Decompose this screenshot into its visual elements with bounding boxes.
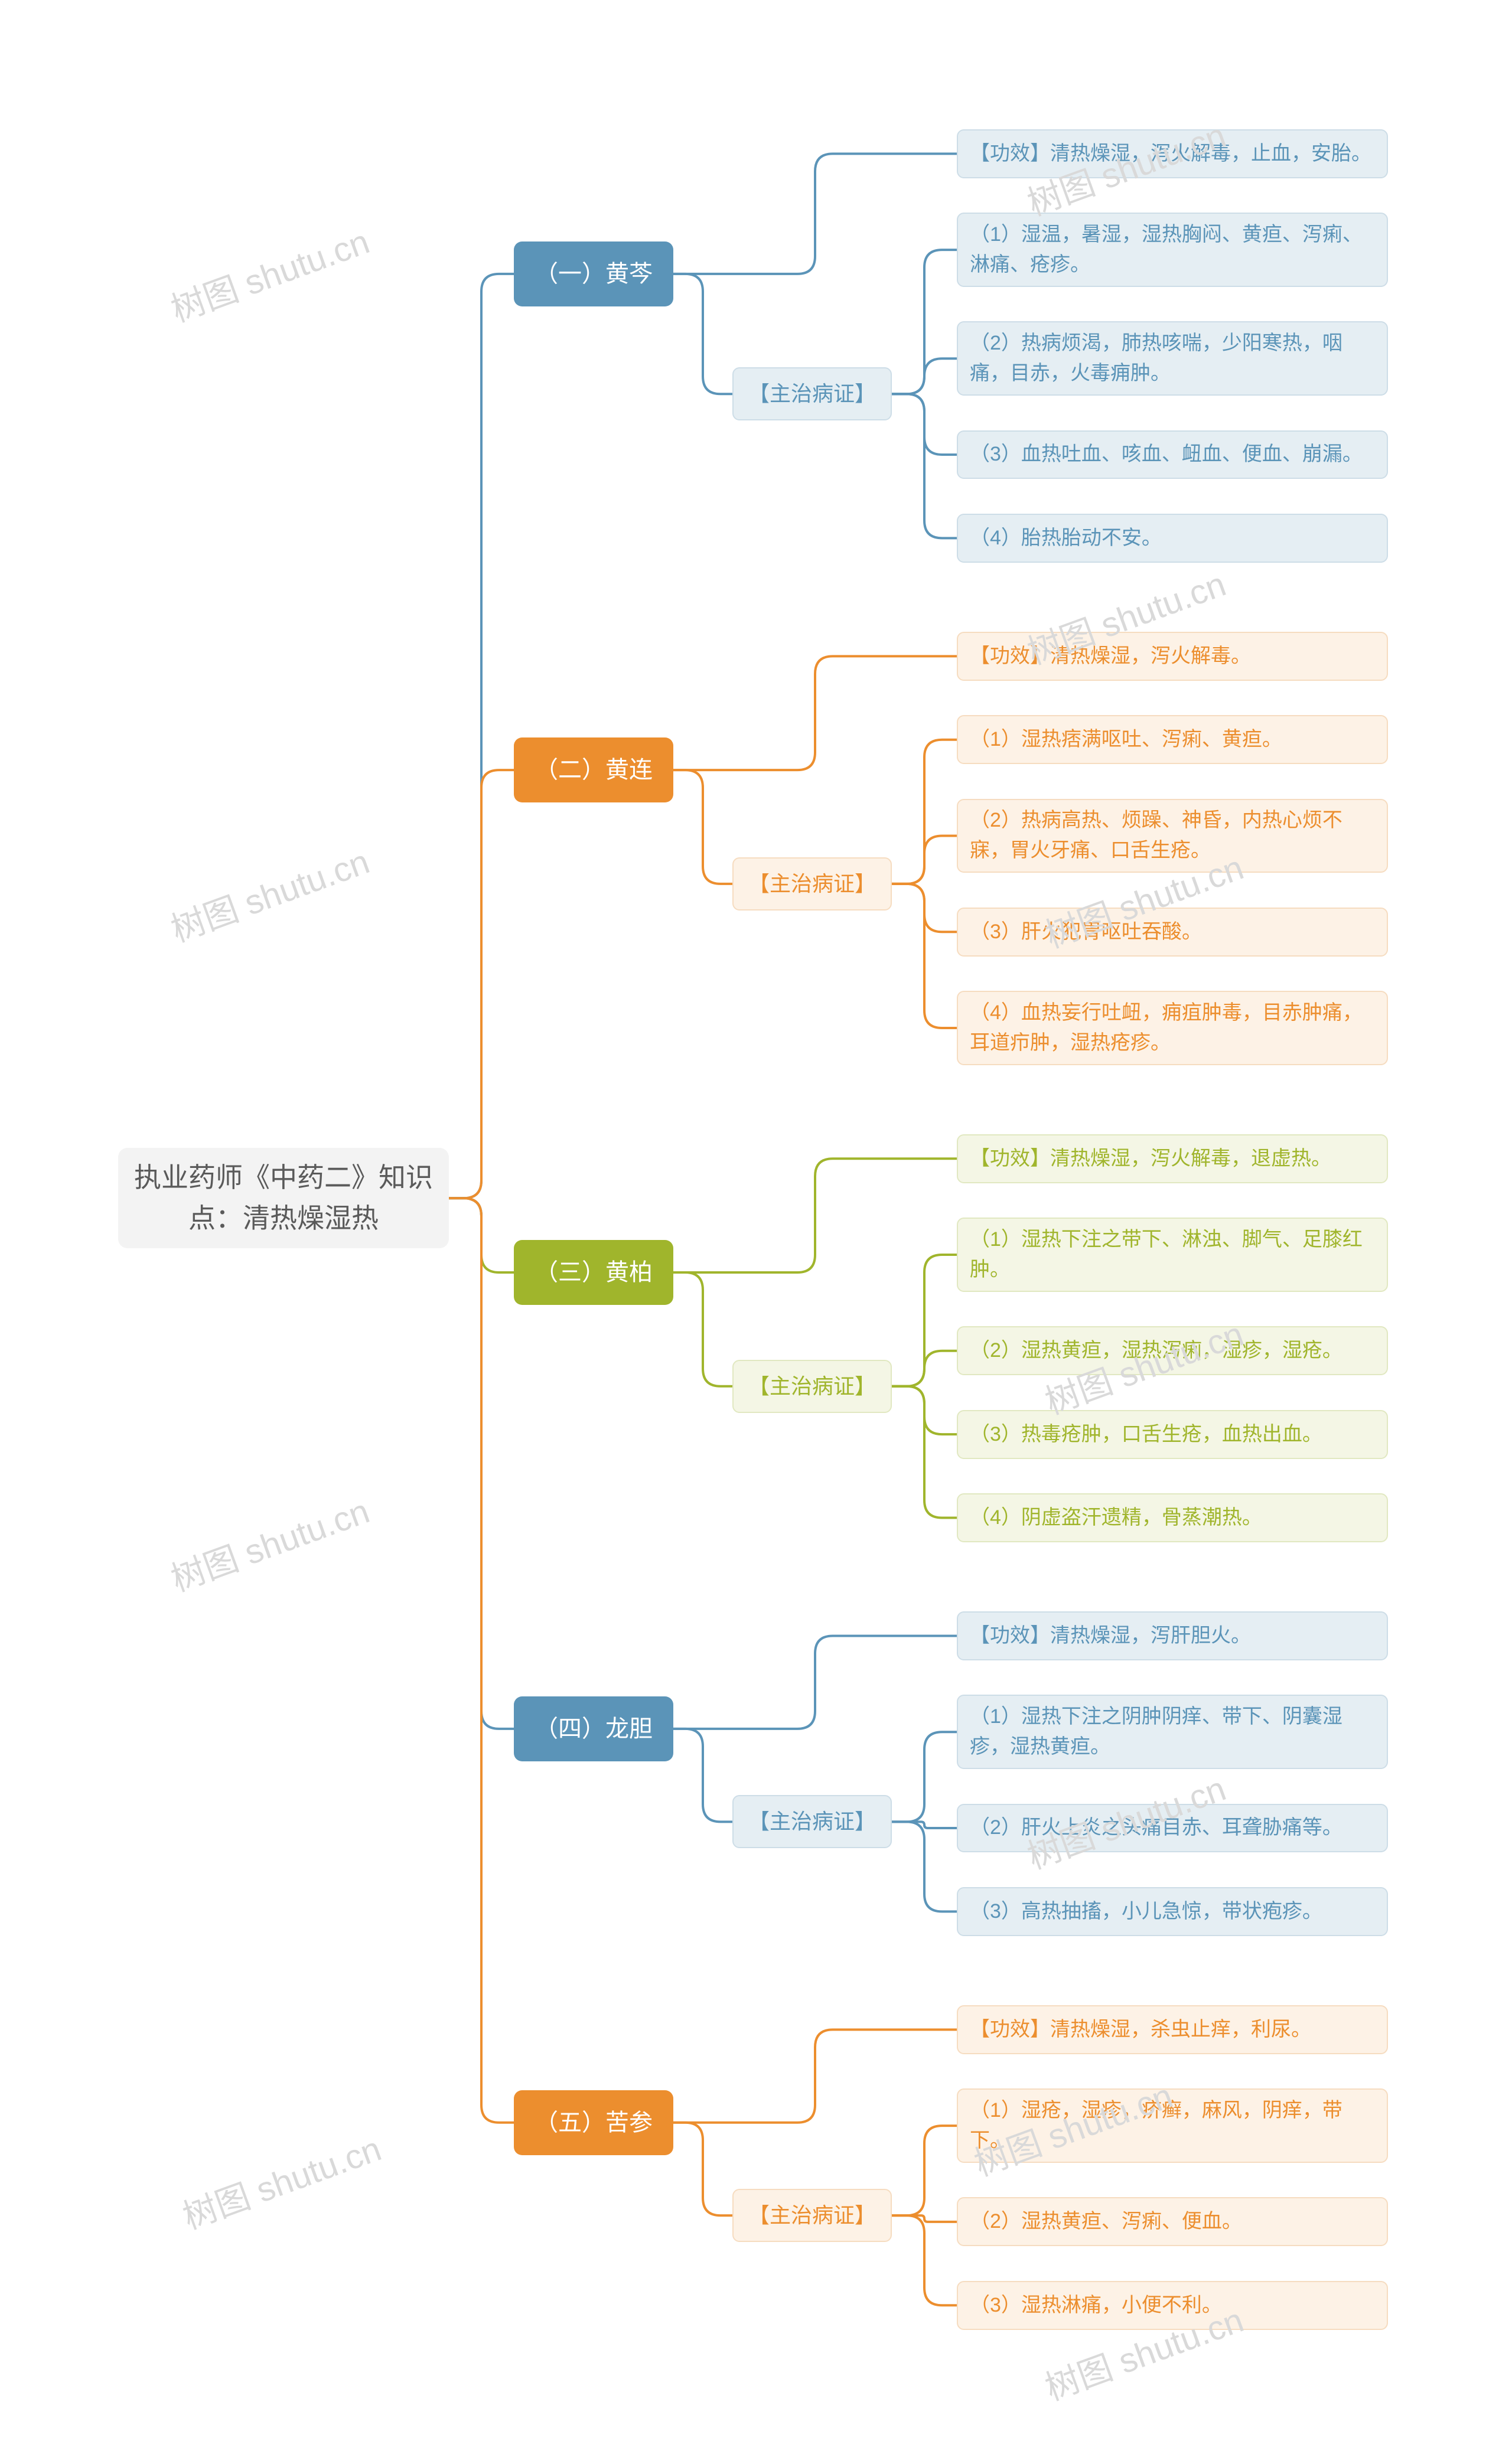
label-node-0-1: 【主治病证】 xyxy=(732,367,892,420)
label-node-3-1: 【主治病证】 xyxy=(732,1795,892,1848)
connector xyxy=(673,656,957,770)
connector xyxy=(892,2215,957,2305)
connector xyxy=(673,274,732,394)
connector xyxy=(673,770,732,884)
leaf-node-0-1-0: （1）湿温，暑湿，湿热胸闷、黄疸、泻痢、淋痛、疮疹。 xyxy=(957,213,1388,287)
branch-node-4: （五）苦参 xyxy=(514,2090,673,2155)
connector xyxy=(673,2029,957,2122)
leaf-node-0-1-1: （2）热病烦渴，肺热咳喘，少阳寒热，咽痛，目赤，火毒痈肿。 xyxy=(957,321,1388,396)
leaf-node-2-1-2: （3）热毒疮肿，口舌生疮，血热出血。 xyxy=(957,1410,1388,1459)
mindmap-canvas: 执业药师《中药二》知识点：清热燥湿热 （一）黄芩 【功效】清热燥湿，泻火解毒，止血，… xyxy=(0,0,1512,2464)
connector xyxy=(892,1822,957,1911)
connector xyxy=(449,1198,514,2122)
leaf-node-4-1-2: （3）湿热淋痛，小便不利。 xyxy=(957,2281,1388,2330)
branch-node-3: （四）龙胆 xyxy=(514,1696,673,1761)
branch-node-0: （一）黄芩 xyxy=(514,241,673,306)
connector xyxy=(673,1729,732,1822)
leaf-node-2-1-1: （2）湿热黄疸，湿热泻痢，湿疹，湿疮。 xyxy=(957,1326,1388,1375)
connector xyxy=(673,2123,732,2215)
connector xyxy=(892,1732,957,1822)
connector xyxy=(673,1158,957,1272)
connector xyxy=(892,2126,957,2215)
leaf-node-1-1-3: （4）血热妄行吐衄，痈疽肿毒，目赤肿痛，耳道疖肿，湿热疮疹。 xyxy=(957,991,1388,1065)
leaf-node-3-1-2: （3）高热抽搐，小儿急惊，带状疱疹。 xyxy=(957,1887,1388,1936)
leaf-node-4-1-1: （2）湿热黄疸、泻痢、便血。 xyxy=(957,2197,1388,2246)
leaf-node-3-1-1: （2）肝火上炎之头痛目赤、耳聋胁痛等。 xyxy=(957,1804,1388,1853)
leaf-node-0-0: 【功效】清热燥湿，泻火解毒，止血，安胎。 xyxy=(957,129,1388,178)
leaf-node-4-1-0: （1）湿疮，湿疹，疥癣，麻风，阴痒，带下。 xyxy=(957,2088,1388,2163)
leaf-node-2-0: 【功效】清热燥湿，泻火解毒，退虚热。 xyxy=(957,1134,1388,1183)
leaf-node-0-1-3: （4）胎热胎动不安。 xyxy=(957,514,1388,563)
label-node-1-1: 【主治病证】 xyxy=(732,857,892,910)
connector xyxy=(892,1386,957,1518)
leaf-node-1-1-1: （2）热病高热、烦躁、神昏，内热心烦不寐，胃火牙痛、口舌生疮。 xyxy=(957,799,1388,873)
leaf-node-1-0: 【功效】清热燥湿，泻火解毒。 xyxy=(957,632,1388,681)
leaf-node-0-1-2: （3）血热吐血、咳血、衄血、便血、崩漏。 xyxy=(957,430,1388,479)
connector xyxy=(892,394,957,538)
branch-node-2: （三）黄柏 xyxy=(514,1240,673,1305)
label-node-2-1: 【主治病证】 xyxy=(732,1360,892,1413)
leaf-node-1-1-0: （1）湿热痞满呕吐、泻痢、黄疸。 xyxy=(957,715,1388,764)
connector xyxy=(673,1636,957,1729)
branch-node-1: （二）黄连 xyxy=(514,737,673,802)
leaf-node-4-0: 【功效】清热燥湿，杀虫止痒，利尿。 xyxy=(957,2005,1388,2054)
connector xyxy=(673,1272,732,1386)
connector xyxy=(449,770,514,1198)
leaf-node-2-1-0: （1）湿热下注之带下、淋浊、脚气、足膝红肿。 xyxy=(957,1218,1388,1292)
connector xyxy=(892,884,957,1028)
label-node-4-1: 【主治病证】 xyxy=(732,2189,892,2242)
connector xyxy=(673,154,957,273)
leaf-node-3-1-0: （1）湿热下注之阴肿阴痒、带下、阴囊湿疹，湿热黄疸。 xyxy=(957,1695,1388,1769)
leaf-node-1-1-2: （3）肝火犯胃呕吐吞酸。 xyxy=(957,908,1388,957)
leaf-node-2-1-3: （4）阴虚盗汗遗精，骨蒸潮热。 xyxy=(957,1493,1388,1542)
leaf-node-3-0: 【功效】清热燥湿，泻肝胆火。 xyxy=(957,1611,1388,1660)
root-node: 执业药师《中药二》知识点：清热燥湿热 xyxy=(118,1148,449,1248)
